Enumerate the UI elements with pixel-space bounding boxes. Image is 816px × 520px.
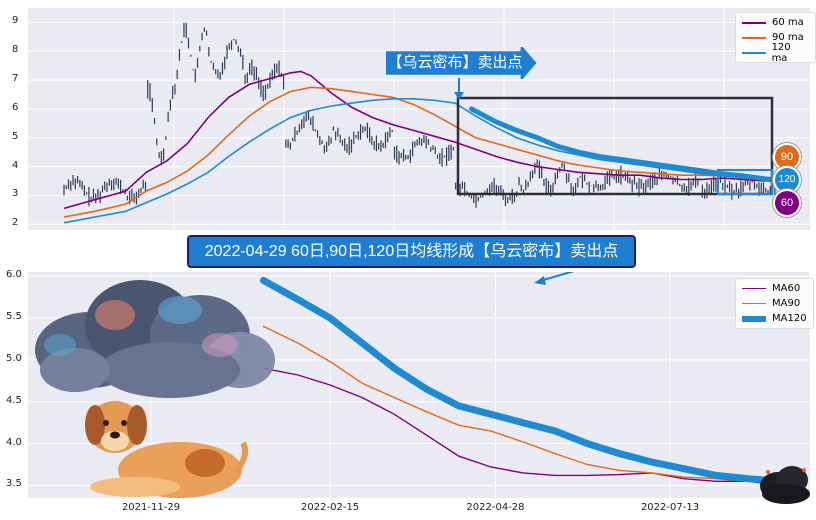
top-y-tick-label: 3 <box>12 188 19 200</box>
legend-swatch-120ma <box>742 51 766 54</box>
top-series-120-ma <box>63 98 775 224</box>
sell-signal-arrow: 【乌云密布】卖出点 <box>386 47 536 79</box>
signal-pointer-head <box>454 92 464 100</box>
latest-range-box <box>717 169 773 195</box>
storm-cloud-illustration <box>35 280 275 398</box>
top-chart-svg <box>28 8 810 230</box>
legend-item-ma60: MA60 <box>742 281 807 296</box>
dog-illustration <box>85 401 249 498</box>
sell-signal-label: 【乌云密布】卖出点 <box>387 54 523 71</box>
legend-swatch-ma120 <box>742 315 766 322</box>
top-series-90-ma <box>63 86 775 218</box>
bottom-y-tick-label: 3.5 <box>6 478 22 490</box>
legend-swatch-ma90 <box>742 303 766 304</box>
signal-banner: 2022-04-29 60日,90日,120日均线形成【乌云密布】卖出点 <box>187 235 636 268</box>
legend-label-ma60: MA60 <box>772 283 801 294</box>
bottom-y-tick-label: 5.0 <box>6 352 22 364</box>
bottom-y-tick-label: 4.5 <box>6 394 22 406</box>
top-legend: 60 ma 90 ma 120 ma <box>735 12 816 64</box>
top-y-tick-label: 4 <box>12 159 19 171</box>
top-y-tick-label: 2 <box>12 217 19 229</box>
bottom-y-tick-label: 5.5 <box>6 311 22 323</box>
legend-item-60ma: 60 ma <box>742 15 809 30</box>
bottom-x-tick-label: 2022-07-13 <box>640 502 700 513</box>
top-y-tick-label: 7 <box>12 73 19 85</box>
legend-label-90ma: 90 ma <box>772 32 804 43</box>
legend-item-120ma: 120 ma <box>742 42 809 64</box>
top-y-tick-label: 6 <box>12 101 19 113</box>
bottom-x-tick-label: 2022-02-15 <box>301 502 360 513</box>
legend-label-ma120: MA120 <box>772 313 807 324</box>
bottom-series-MA120 <box>260 276 784 485</box>
banner-pointer-head <box>534 276 546 285</box>
legend-swatch-ma60 <box>742 288 766 289</box>
signal-range-box <box>456 96 774 196</box>
legend-label-120ma: 120 ma <box>771 41 791 64</box>
banner-pointer-line <box>539 272 575 282</box>
legend-item-ma90: MA90 <box>742 296 807 311</box>
top-y-tick-label: 5 <box>12 130 19 142</box>
legend-swatch-60ma <box>742 21 766 24</box>
arrow-shape <box>386 47 536 79</box>
bottom-x-tick-label: 2021-11-29 <box>121 502 181 513</box>
legend-label-60ma: 60 ma <box>772 17 804 28</box>
legend-swatch-90ma <box>742 36 766 39</box>
bottom-y-tick-label: 4.0 <box>6 436 22 448</box>
legend-label-ma90: MA90 <box>772 298 801 309</box>
ma60-badge: 60 <box>773 189 801 217</box>
legend-item-ma120: MA120 <box>742 311 807 326</box>
bottom-series-MA60 <box>262 367 781 487</box>
top-y-tick-label: 9 <box>12 15 19 27</box>
signal-highlight-line <box>469 106 787 184</box>
bottom-y-tick-label: 6.0 <box>6 269 22 281</box>
top-y-tick-label: 8 <box>12 44 19 56</box>
bottom-legend: MA60 MA90 MA120 <box>735 278 814 329</box>
dark-cloud-icon <box>760 466 810 504</box>
bottom-series-MA90 <box>262 325 781 484</box>
legend-item-90ma: 90 ma <box>742 30 809 45</box>
bottom-x-tick-label: 2022-04-28 <box>466 502 525 513</box>
top-chart-panel <box>28 8 810 230</box>
top-series-60-ma <box>63 70 774 210</box>
